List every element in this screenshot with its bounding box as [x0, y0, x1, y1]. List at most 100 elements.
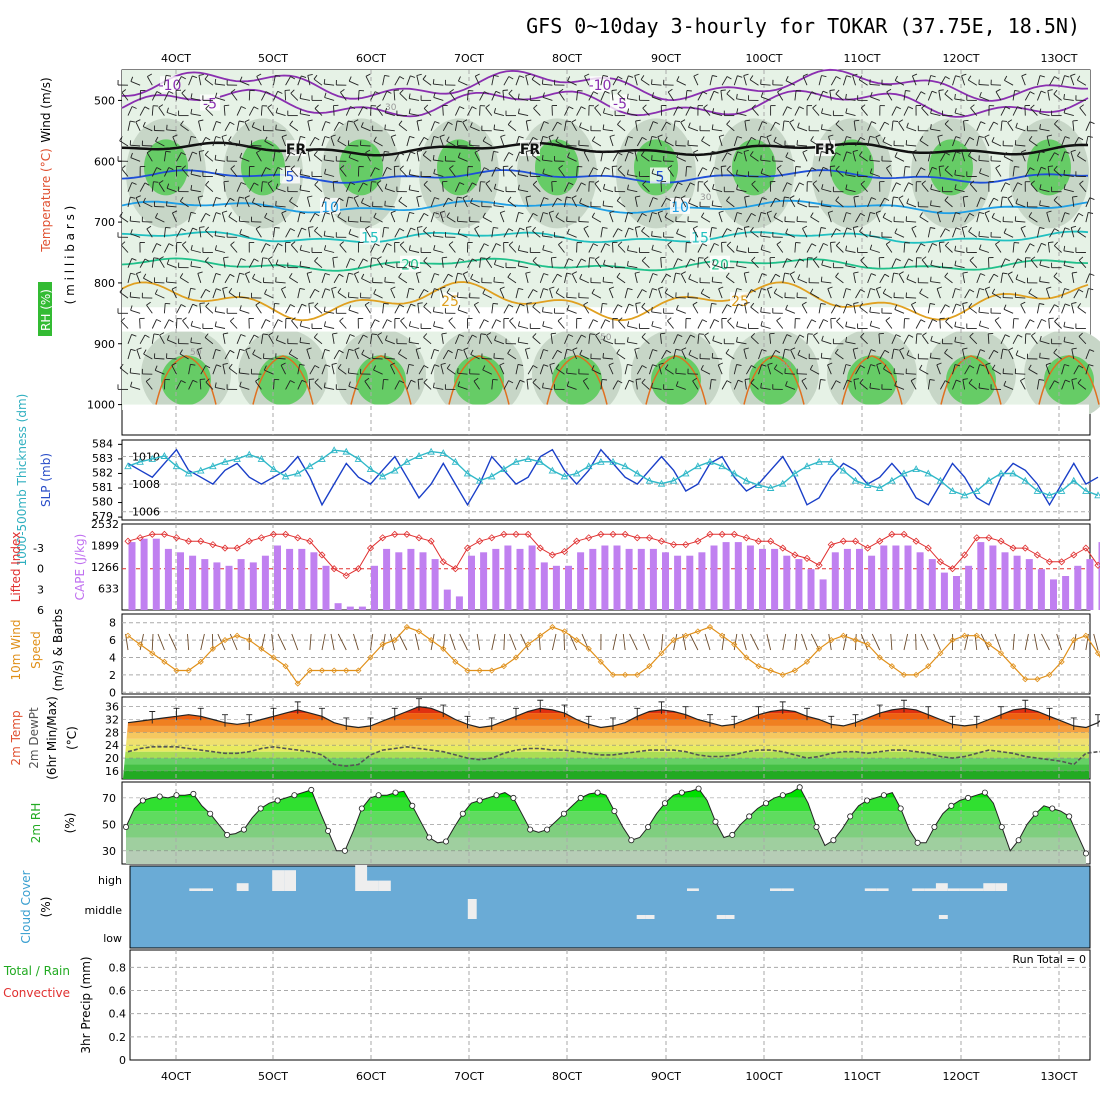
wind-barb [709, 227, 713, 238]
wind-barb-flag [820, 124, 823, 130]
wind-speed-point [161, 658, 168, 665]
li-point [294, 534, 302, 542]
wind-barb-flag [325, 121, 331, 124]
wind-barb [634, 227, 638, 238]
wind-speed-point [634, 671, 641, 678]
wind-barb [898, 122, 905, 132]
wind-barb-flag [761, 349, 767, 352]
wind-barb-flag [760, 244, 763, 250]
wind-barb [736, 325, 747, 329]
temp-contour-label: FR [815, 142, 836, 158]
wind-speed-point [221, 637, 229, 644]
wind-barb [205, 260, 214, 269]
wind-barb [491, 151, 494, 162]
wind-barb [827, 364, 832, 375]
wind-barb-flag [886, 164, 891, 169]
wind-barb [1063, 326, 1074, 329]
wind-barb [979, 325, 990, 329]
wind-barb-flag [1003, 380, 1007, 386]
wind-barb-flag [517, 108, 520, 114]
wind-barb [416, 75, 420, 86]
li-point [512, 530, 520, 538]
rh-point [880, 792, 887, 799]
wind-barb [370, 257, 373, 268]
temp-contour-label: -5 [613, 96, 627, 112]
thickness-point [997, 469, 1005, 477]
wind-barb-flag [939, 165, 945, 167]
minmax-errorbar [270, 707, 277, 721]
wind-barb [648, 349, 654, 360]
bottom-date-label: 11OCT [843, 1070, 880, 1083]
wind-barb [842, 227, 848, 238]
cloud-mid-bar [645, 915, 655, 919]
wind-barb-flag [657, 134, 663, 138]
wind-barb [709, 243, 715, 253]
wind-barb [236, 273, 240, 284]
cloud-level-label: high [98, 874, 122, 887]
wind-barb-flag [457, 368, 459, 374]
wind-barb-flag [896, 106, 902, 110]
wind-barb [491, 379, 494, 390]
wind-barb [255, 228, 262, 238]
temp-contour-label: -5 [203, 96, 217, 112]
wind-barb [952, 75, 956, 86]
wind-tick: 6 [109, 634, 116, 647]
wind10m-barb [398, 633, 408, 651]
wind-barb-flag [373, 365, 377, 371]
li-point [924, 544, 932, 552]
wind-barb-flag [617, 120, 621, 125]
wind-barb-flag [566, 272, 572, 275]
wind-barb-flag [350, 106, 356, 110]
wind-barb-flag [299, 261, 302, 267]
wind-barb [382, 151, 385, 162]
wind-barb-flag [617, 165, 622, 170]
wind-barb-flag [130, 229, 133, 235]
wind-barb [539, 212, 544, 223]
wind-barb-flag [641, 226, 645, 232]
wind-barb [1020, 228, 1026, 238]
wind-barb-flag [493, 200, 495, 206]
wind-barb-flag [308, 150, 314, 152]
wind-barb [852, 75, 856, 86]
wind-barb-flag [845, 336, 848, 342]
wind-barb [995, 167, 1002, 177]
wind-barb-flag [362, 334, 368, 338]
wind-barb [893, 372, 905, 375]
wind-barb [333, 197, 340, 208]
wind-barb [457, 220, 468, 223]
wind-barb [485, 183, 493, 192]
top-date-label: 10OCT [745, 52, 782, 65]
wind-barb [248, 334, 255, 345]
wind-barb [463, 349, 468, 360]
wind-barb [1077, 231, 1087, 238]
wind-barb-flag [228, 136, 232, 142]
wind-barb-flag [938, 89, 944, 91]
wind-barb [314, 230, 323, 238]
wind-barb-flag [205, 180, 210, 186]
wind-barb-flag [680, 195, 686, 199]
li-point [306, 537, 314, 545]
wind-barb [503, 228, 510, 238]
wind-barb [712, 340, 723, 345]
wind-barb-flag [190, 320, 193, 326]
wind-barb [952, 379, 957, 390]
wind-barb-flag [835, 272, 839, 278]
wind-barb-flag [930, 260, 933, 266]
wind-barb [321, 364, 326, 375]
wind-barb-flag [301, 151, 307, 155]
cape-bar [346, 606, 354, 610]
wind-barb-flag [205, 226, 210, 231]
wind-barb-flag [993, 121, 999, 125]
wind-barb-flag [719, 134, 725, 137]
wind-barb [758, 212, 762, 223]
wind-barb [1078, 259, 1087, 269]
wind-barb-flag [1029, 167, 1035, 171]
wind-barb-flag [244, 195, 250, 199]
wind-barb-flag [1064, 227, 1070, 230]
wind-barb-flag [617, 76, 623, 80]
wind-barb [441, 181, 444, 192]
wind-barb-flag [154, 213, 159, 218]
thickness-point [645, 476, 654, 484]
wind-barb-flag [944, 241, 950, 246]
wind-barb [627, 265, 638, 269]
